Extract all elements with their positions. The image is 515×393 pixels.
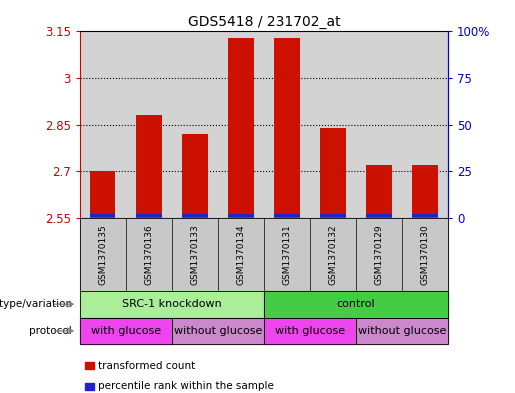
Text: protocol: protocol [29,326,72,336]
Text: GSM1370134: GSM1370134 [236,224,246,285]
Text: SRC-1 knockdown: SRC-1 knockdown [122,299,222,309]
Bar [228,214,253,218]
Bar [274,214,300,218]
Text: percentile rank within the sample: percentile rank within the sample [98,381,274,391]
Title: GDS5418 / 231702_at: GDS5418 / 231702_at [187,15,340,29]
Bar [136,214,162,218]
Bar [320,128,346,218]
Bar [274,38,300,218]
Bar [413,165,438,218]
Text: GSM1370136: GSM1370136 [144,224,153,285]
Text: GSM1370133: GSM1370133 [191,224,199,285]
Bar [320,214,346,218]
Text: without glucose: without glucose [174,326,262,336]
Text: GSM1370131: GSM1370131 [282,224,291,285]
Text: GSM1370129: GSM1370129 [374,224,384,285]
Text: GSM1370132: GSM1370132 [329,224,337,285]
Bar [413,214,438,218]
Bar [366,214,392,218]
Text: transformed count: transformed count [98,361,196,371]
Text: GSM1370135: GSM1370135 [98,224,107,285]
Bar [90,214,115,218]
Bar [228,38,253,218]
Bar [136,116,162,218]
Bar [182,134,208,218]
Text: GSM1370130: GSM1370130 [421,224,430,285]
Bar [182,214,208,218]
Text: without glucose: without glucose [358,326,446,336]
Text: genotype/variation: genotype/variation [0,299,72,309]
Text: with glucose: with glucose [91,326,161,336]
Bar [366,165,392,218]
Text: with glucose: with glucose [275,326,345,336]
Bar [90,171,115,218]
Text: control: control [337,299,375,309]
